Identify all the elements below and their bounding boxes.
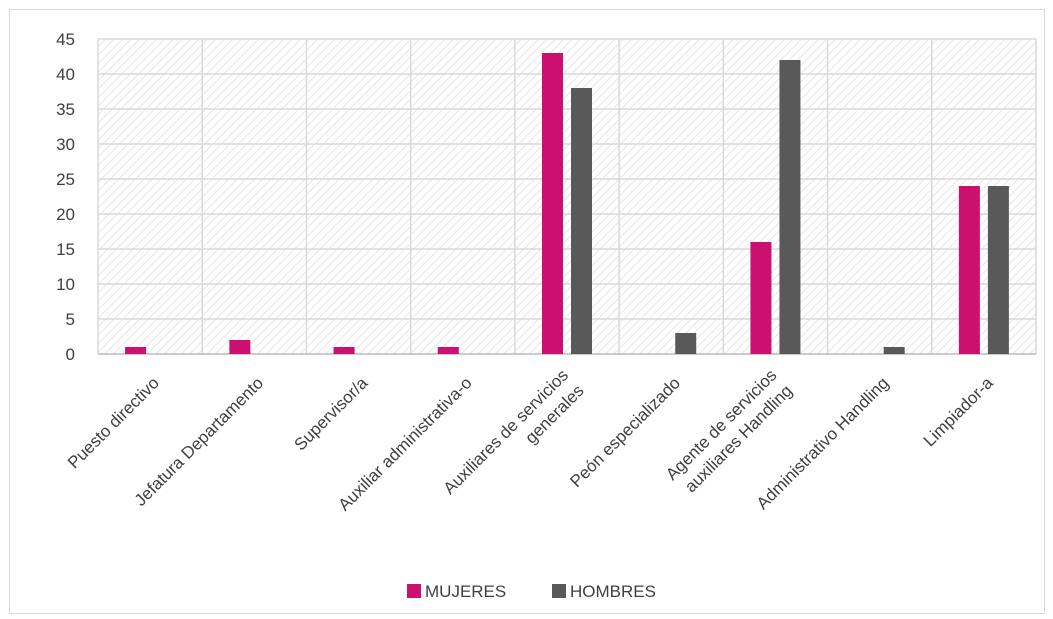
x-tick-label: Supervisor/a <box>290 373 371 454</box>
y-tick-label: 20 <box>56 205 75 224</box>
legend-swatch-hombres <box>552 584 566 598</box>
bar-mujeres <box>333 347 355 354</box>
y-axis-ticks: 0 5 10 15 20 25 30 35 40 45 <box>56 30 75 364</box>
y-tick-label: 40 <box>56 65 75 84</box>
plot-area <box>98 39 1036 354</box>
bar-hombres <box>779 60 801 354</box>
x-category-label: Supervisor/a <box>290 373 371 454</box>
bars <box>125 53 1009 354</box>
x-tick-label: Limpiador-a <box>920 373 997 450</box>
x-tick-label: Puesto directivo <box>64 373 163 472</box>
y-tick-label: 25 <box>56 170 75 189</box>
bar-mujeres <box>437 347 459 354</box>
bar-mujeres <box>229 340 251 354</box>
y-tick-label: 0 <box>66 345 75 364</box>
y-tick-label: 35 <box>56 100 75 119</box>
bar-mujeres <box>542 53 563 354</box>
bar-mujeres <box>958 186 980 354</box>
x-category-label: Limpiador-a <box>920 373 997 450</box>
legend-label-hombres: HOMBRES <box>570 582 656 601</box>
y-tick-label: 45 <box>56 30 75 49</box>
bar-mujeres <box>125 347 147 354</box>
bar-hombres <box>675 333 697 354</box>
bar-hombres <box>987 186 1009 354</box>
bar-hombres <box>571 88 592 354</box>
legend: MUJERES HOMBRES <box>407 582 656 601</box>
x-category-label: Puesto directivo <box>64 373 163 472</box>
y-tick-label: 10 <box>56 275 75 294</box>
legend-swatch-mujeres <box>407 584 421 598</box>
legend-label-mujeres: MUJERES <box>425 582 506 601</box>
y-tick-label: 5 <box>66 310 75 329</box>
y-tick-label: 30 <box>56 135 75 154</box>
bar-mujeres <box>750 242 772 354</box>
bar-hombres <box>883 347 905 354</box>
y-tick-label: 15 <box>56 240 75 259</box>
gridlines <box>97 38 1037 355</box>
